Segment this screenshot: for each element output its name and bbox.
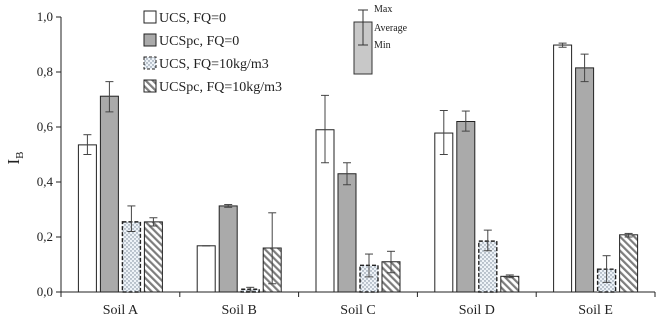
bar (121, 221, 142, 293)
x-tick-labels: Soil A Soil B Soil C Soil D Soil E (103, 303, 613, 318)
bar (500, 275, 520, 293)
x-tick-label: Soil E (578, 303, 613, 318)
y-axis-title-subscript: B (14, 151, 26, 158)
legend-label: UCSpc, FQ=0 (159, 34, 239, 49)
bar (575, 67, 595, 293)
legend: UCS, FQ=0 UCSpc, FQ=0 UCS, FQ=10kg/m3 UCSpc… (143, 10, 282, 95)
error-bar-key-average: Average (374, 23, 408, 34)
bar (77, 144, 97, 293)
y-tick-label: 0,2 (37, 229, 53, 244)
x-tick-label: Soil C (340, 303, 375, 318)
x-tick-label: Soil A (103, 303, 139, 318)
bar (143, 221, 163, 293)
bar (553, 44, 573, 293)
bar (337, 173, 357, 293)
legend-label: UCS, FQ=0 (159, 11, 226, 26)
bar (196, 245, 216, 293)
bar (434, 132, 454, 293)
legend-swatch (143, 10, 157, 24)
y-tick-label: 0,4 (37, 174, 54, 189)
legend-label: UCSpc, FQ=10kg/m3 (159, 80, 282, 95)
legend-label: UCS, FQ=10kg/m3 (159, 57, 269, 72)
y-axis-title-main: I (4, 159, 23, 165)
y-tick-label: 0,0 (37, 284, 53, 299)
bar (619, 234, 639, 293)
error-bar-key: Max Average Min (353, 4, 408, 75)
y-tick-label: 0,6 (37, 119, 54, 134)
error-bars (83, 42, 633, 292)
y-tick-label: 0,8 (37, 64, 53, 79)
bars (77, 44, 639, 293)
legend-swatch (143, 33, 157, 47)
bar (218, 205, 238, 293)
error-bar-key-max: Max (374, 4, 392, 15)
y-axis-title: IB (4, 151, 26, 164)
legend-swatch (143, 79, 157, 93)
y-tick-label: 1,0 (37, 9, 53, 24)
bar (456, 121, 476, 293)
x-tick-label: Soil B (221, 303, 256, 318)
x-tick-label: Soil D (459, 303, 495, 318)
legend-swatch (143, 56, 157, 70)
bar (99, 95, 119, 293)
error-bar-key-min: Min (374, 40, 391, 51)
